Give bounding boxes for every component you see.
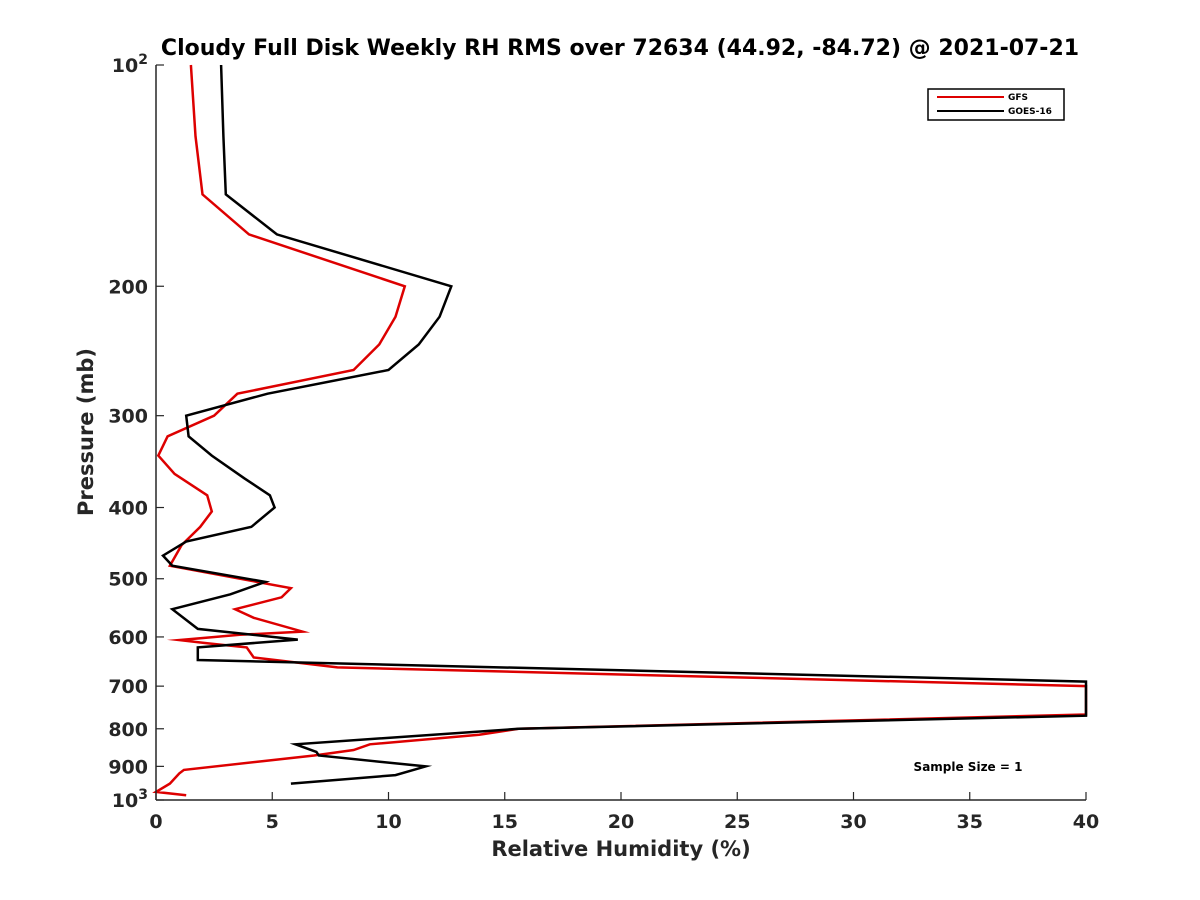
x-tick-label: 25 xyxy=(724,811,750,833)
x-ticks: 0 5 10 15 20 25 30 35 40 xyxy=(149,792,1099,833)
y-tick-label: 103 xyxy=(112,787,148,812)
x-axis-label: Relative Humidity (%) xyxy=(491,837,750,861)
x-tick-label: 10 xyxy=(375,811,401,833)
legend-label-gfs: GFS xyxy=(1008,93,1028,103)
y-tick-label: 300 xyxy=(108,406,148,428)
y-tick-label: 200 xyxy=(108,276,148,298)
legend-label-goes16: GOES-16 xyxy=(1008,107,1052,117)
sample-size-annotation: Sample Size = 1 xyxy=(914,760,1023,774)
y-tick-label: 500 xyxy=(108,569,148,591)
series-line-gfs xyxy=(152,64,1088,797)
x-tick-label: 0 xyxy=(149,811,162,833)
y-tick-label: 400 xyxy=(108,498,148,520)
y-tick-label: 800 xyxy=(108,719,148,741)
y-tick-label: 700 xyxy=(108,676,148,698)
y-tick-label: 600 xyxy=(108,627,148,649)
x-tick-label: 5 xyxy=(266,811,279,833)
x-tick-label: 15 xyxy=(492,811,518,833)
legend: GFS GOES-16 xyxy=(927,88,1065,121)
x-tick-label: 35 xyxy=(957,811,983,833)
x-tick-label: 30 xyxy=(840,811,866,833)
chart-title: Cloudy Full Disk Weekly RH RMS over 7263… xyxy=(161,36,1079,61)
series-layer xyxy=(152,64,1088,797)
y-tick-label: 102 xyxy=(112,52,148,77)
x-tick-label: 40 xyxy=(1073,811,1099,833)
y-tick-label: 900 xyxy=(108,756,148,778)
legend-box xyxy=(927,88,1065,121)
y-axis-label: Pressure (mb) xyxy=(74,348,98,516)
series-line-goes16 xyxy=(161,64,1088,785)
x-tick-label: 20 xyxy=(608,811,634,833)
y-ticks: 102 200 300 400 500 600 700 800 900 103 xyxy=(108,52,164,812)
